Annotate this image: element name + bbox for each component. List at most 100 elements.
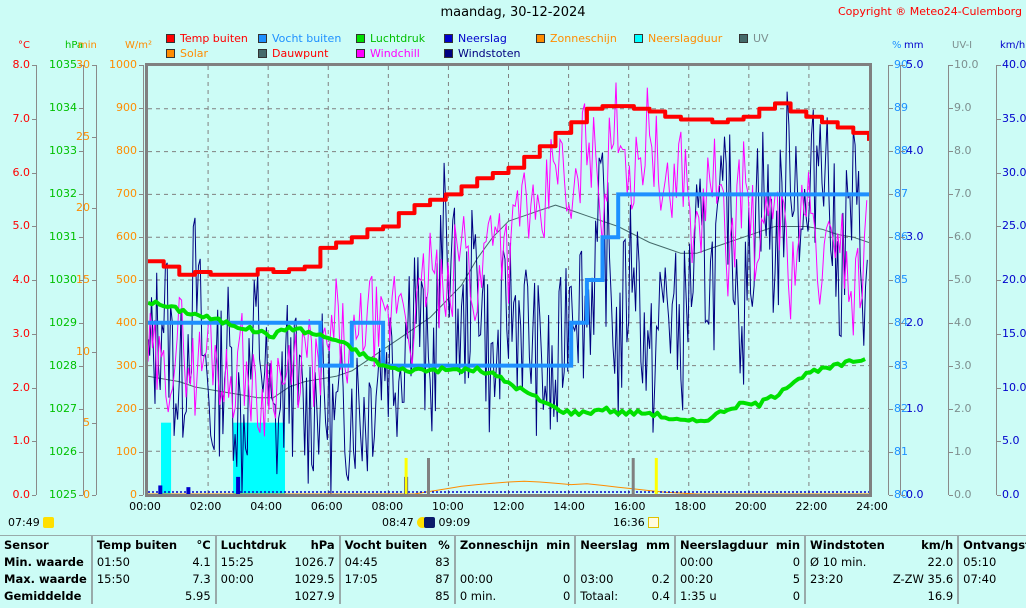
left-axis-3-label: 400 (116, 316, 137, 329)
x-axis-tick-label: 04:00 (250, 500, 283, 513)
left-axis-2-unit: min (78, 40, 97, 51)
legend-label-dauwpunt: Dauwpunt (272, 47, 329, 60)
left-axis-0-label: 8.0 (12, 58, 31, 71)
legend-item-windstoten[interactable]: Windstoten (444, 47, 520, 60)
legend-label-uv: UV (753, 32, 769, 45)
table-cell-min-label: Ø 10 min. (804, 553, 889, 570)
table-cell-avg-value: 0 (562, 588, 571, 603)
right-axis-2-label: 3.0 (954, 359, 972, 372)
left-axis-3-label: 600 (116, 230, 137, 243)
right-axis-3-label: 40.0 (1002, 58, 1026, 71)
legend-column-2: Vocht buiten Dauwpunt (258, 32, 341, 62)
legend-label-luchtdruk: Luchtdruk (370, 32, 426, 45)
sun-icon (43, 517, 55, 528)
left-axis-3-tick (139, 452, 143, 453)
left-axis-3-tick (139, 151, 143, 152)
moon-icon (424, 517, 435, 528)
right-axis-3-tick (997, 441, 1001, 443)
table-row-label: Max. waarde (4, 571, 87, 586)
left-axis-2-label: 10 (76, 344, 90, 358)
table-cell-header-value: % (438, 537, 450, 552)
left-axis-1-tick (79, 237, 83, 238)
right-axis-2-tick (949, 194, 953, 195)
legend-item-uv[interactable]: UV (739, 32, 769, 45)
right-axis-2-tick (949, 366, 953, 367)
left-axis-1-tick (79, 194, 83, 195)
right-axis-1-tick (901, 151, 905, 152)
right-axis-3-tick (997, 172, 1001, 174)
legend-item-windchill[interactable]: Windchill (356, 47, 425, 60)
legend-item-zonneschijn[interactable]: Zonneschijn (536, 32, 617, 45)
right-axis-0-unit: % (892, 40, 902, 51)
right-axis-3-label: 5.0 (1002, 434, 1020, 448)
right-axis-2-label: 1.0 (954, 445, 972, 458)
left-axis-2-label: 20 (76, 201, 90, 215)
right-axis-0-label: 82 (894, 402, 908, 415)
legend-item-luchtdruk[interactable]: Luchtdruk (356, 32, 425, 45)
right-axis-group: % 90 89 88 87 86 85 84 83 82 81 80 mm 5.0 4.0 3.0 2.0 1.0… (872, 40, 1026, 510)
right-axis-2-label: 9.0 (954, 101, 972, 114)
left-axis-0-label: 6.0 (12, 165, 31, 179)
right-axis-2-label: 6.0 (954, 230, 972, 243)
left-axis-0-tick (32, 226, 36, 228)
sensor-summary-table: Sensor Temp buiten °C Luchtdruk hPa Vocht bui… (0, 536, 1026, 604)
legend-item-temp-buiten[interactable]: Temp buiten (166, 32, 248, 45)
right-axis-3-label: 20.0 (1002, 273, 1026, 286)
right-axis-3-tick (997, 495, 1001, 496)
left-axis-0-label: 5.0 (12, 219, 31, 233)
table-cell-min-label: 00:00 (673, 553, 772, 570)
left-axis-3-tick (139, 280, 143, 281)
left-axis-0-label: 7.0 (12, 111, 31, 125)
receive-time-label: 07:49 (8, 516, 40, 529)
left-axis-0-tick (32, 280, 36, 281)
table-cell-avg-label (214, 587, 291, 604)
table-cell-max-label: 00:00 (453, 570, 543, 587)
table-cell-min-label (574, 553, 642, 570)
right-axis-0-tick (889, 237, 893, 238)
right-axis-3-tick (997, 226, 1001, 228)
left-axis-0-line (36, 65, 37, 495)
left-axis-3-unit: W/m² (125, 40, 153, 51)
weather-chart-plot[interactable] (145, 63, 872, 497)
legend-item-vocht-buiten[interactable]: Vocht buiten (258, 32, 341, 45)
left-axis-1-label: 1031 (49, 230, 77, 243)
table-cell-min-label: 01:50 (90, 553, 182, 570)
left-axis-1-unit: hPa (65, 40, 84, 51)
table-cell-min-label: 15:25 (214, 553, 291, 570)
left-axis-0-tick (32, 441, 36, 443)
right-axis-0-label: 80 (894, 488, 908, 501)
right-axis-1-label: 2.0 (906, 316, 924, 329)
left-axis-group: °C 8.0 7.0 6.0 5.0 4.0 3.0 2.0 1.0 0.0 hPa 1035 1034… (0, 40, 153, 510)
table-cell-min-value: 22.0 (927, 554, 954, 569)
table-cell-max-value: 1029.5 (294, 571, 335, 586)
left-axis-3-label: 900 (116, 101, 137, 114)
table-cell-max-value: 0 (562, 571, 571, 586)
legend-item-neerslagduur[interactable]: Neerslagduur (634, 32, 722, 45)
left-axis-3-label: 500 (116, 273, 137, 286)
left-axis-3-tick (139, 65, 143, 66)
left-axis-1-tick (79, 452, 83, 453)
right-axis-0-line (888, 65, 889, 495)
right-axis-0-label: 90 (894, 58, 908, 71)
table-cell-avg-label: 1:35 u (673, 587, 772, 604)
page-title: maandag, 30-12-2024 (440, 5, 586, 20)
legend-item-solar[interactable]: Solar (166, 47, 248, 60)
legend-item-dauwpunt[interactable]: Dauwpunt (258, 47, 341, 60)
right-axis-0-tick (889, 366, 893, 367)
left-axis-3-label: 800 (116, 144, 137, 157)
legend-label-vocht-buiten: Vocht buiten (272, 32, 342, 45)
table-cell-header-value: hPa (310, 537, 335, 552)
right-axis-3-tick (997, 333, 1001, 335)
left-axis-1-label: 1027 (49, 402, 77, 415)
x-axis-tick-label: 02:00 (189, 500, 222, 513)
table-cell-avg-value: 5.95 (185, 588, 211, 603)
table-cell-min-value: 4.1 (192, 554, 211, 569)
x-axis-tick-label: 16:00 (613, 500, 646, 513)
left-axis-1-tick (79, 495, 83, 496)
legend-swatch-zonneschijn (536, 34, 545, 43)
table-cell-max-label: 17:05 (338, 570, 432, 587)
right-axis-0-label: 86 (894, 230, 908, 243)
legend-column-7: UV (739, 32, 769, 47)
legend-item-neerslag[interactable]: Neerslag (444, 32, 520, 45)
left-axis-3-tick (139, 323, 143, 324)
